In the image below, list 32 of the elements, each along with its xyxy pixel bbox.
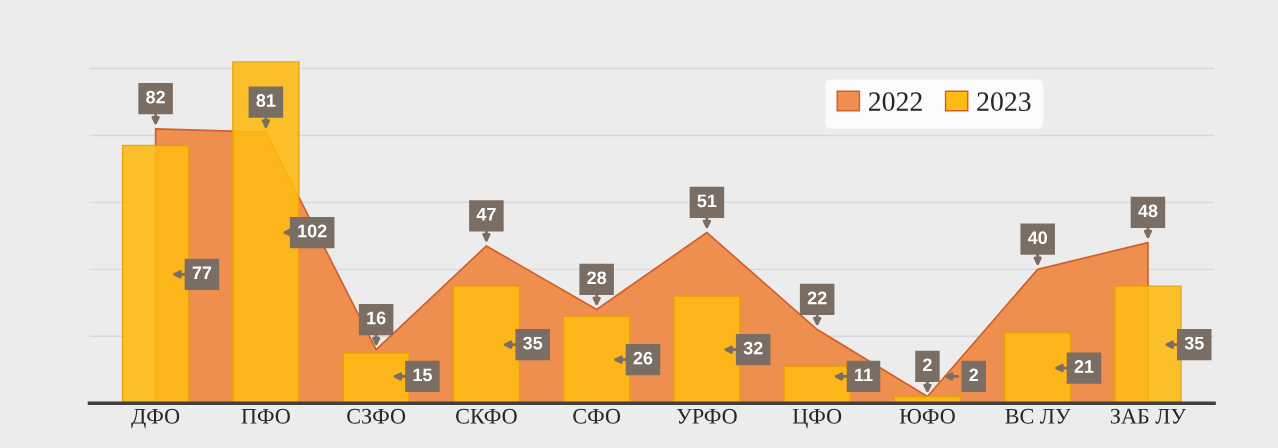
data-label: 35	[1184, 336, 1204, 350]
data-label: 21	[1074, 360, 1094, 373]
x-tick-label: ЦФО	[792, 408, 842, 429]
data-label: 81	[256, 94, 276, 107]
x-tick-label: УРФО	[676, 408, 737, 424]
data-label: 40	[1027, 231, 1047, 245]
x-tick-label: СКФО	[456, 408, 517, 424]
data-label: 32	[743, 341, 763, 355]
data-label: 22	[807, 291, 827, 305]
legend-label: 2022	[868, 92, 922, 112]
data-label: 16	[367, 311, 386, 325]
data-label: 28	[587, 271, 607, 285]
x-tick-label: ВС ЛУ	[1005, 408, 1071, 424]
data-label: 48	[1138, 204, 1158, 218]
data-label: 26	[633, 351, 653, 365]
data-label: 82	[146, 90, 165, 104]
data-label: 11	[855, 368, 873, 382]
data-label: 47	[476, 208, 496, 221]
x-tick-label: СЗФО	[347, 408, 406, 424]
data-label: 2	[969, 368, 979, 382]
data-label: 51	[697, 194, 717, 208]
data-label: 35	[523, 336, 543, 350]
x-tick-label: СФО	[573, 408, 621, 424]
data-label: 77	[192, 266, 212, 280]
x-tick-label: ПФО	[241, 408, 290, 424]
x-tick-label: ДФО	[131, 408, 180, 429]
legend-label: 2023	[977, 92, 1031, 112]
data-label: 2	[923, 358, 932, 372]
data-label: 102	[298, 224, 327, 238]
data-label: 15	[413, 368, 432, 382]
x-tick-label: ЗАБ ЛУ	[1110, 408, 1187, 424]
x-tick-label: ЮФО	[899, 408, 955, 424]
